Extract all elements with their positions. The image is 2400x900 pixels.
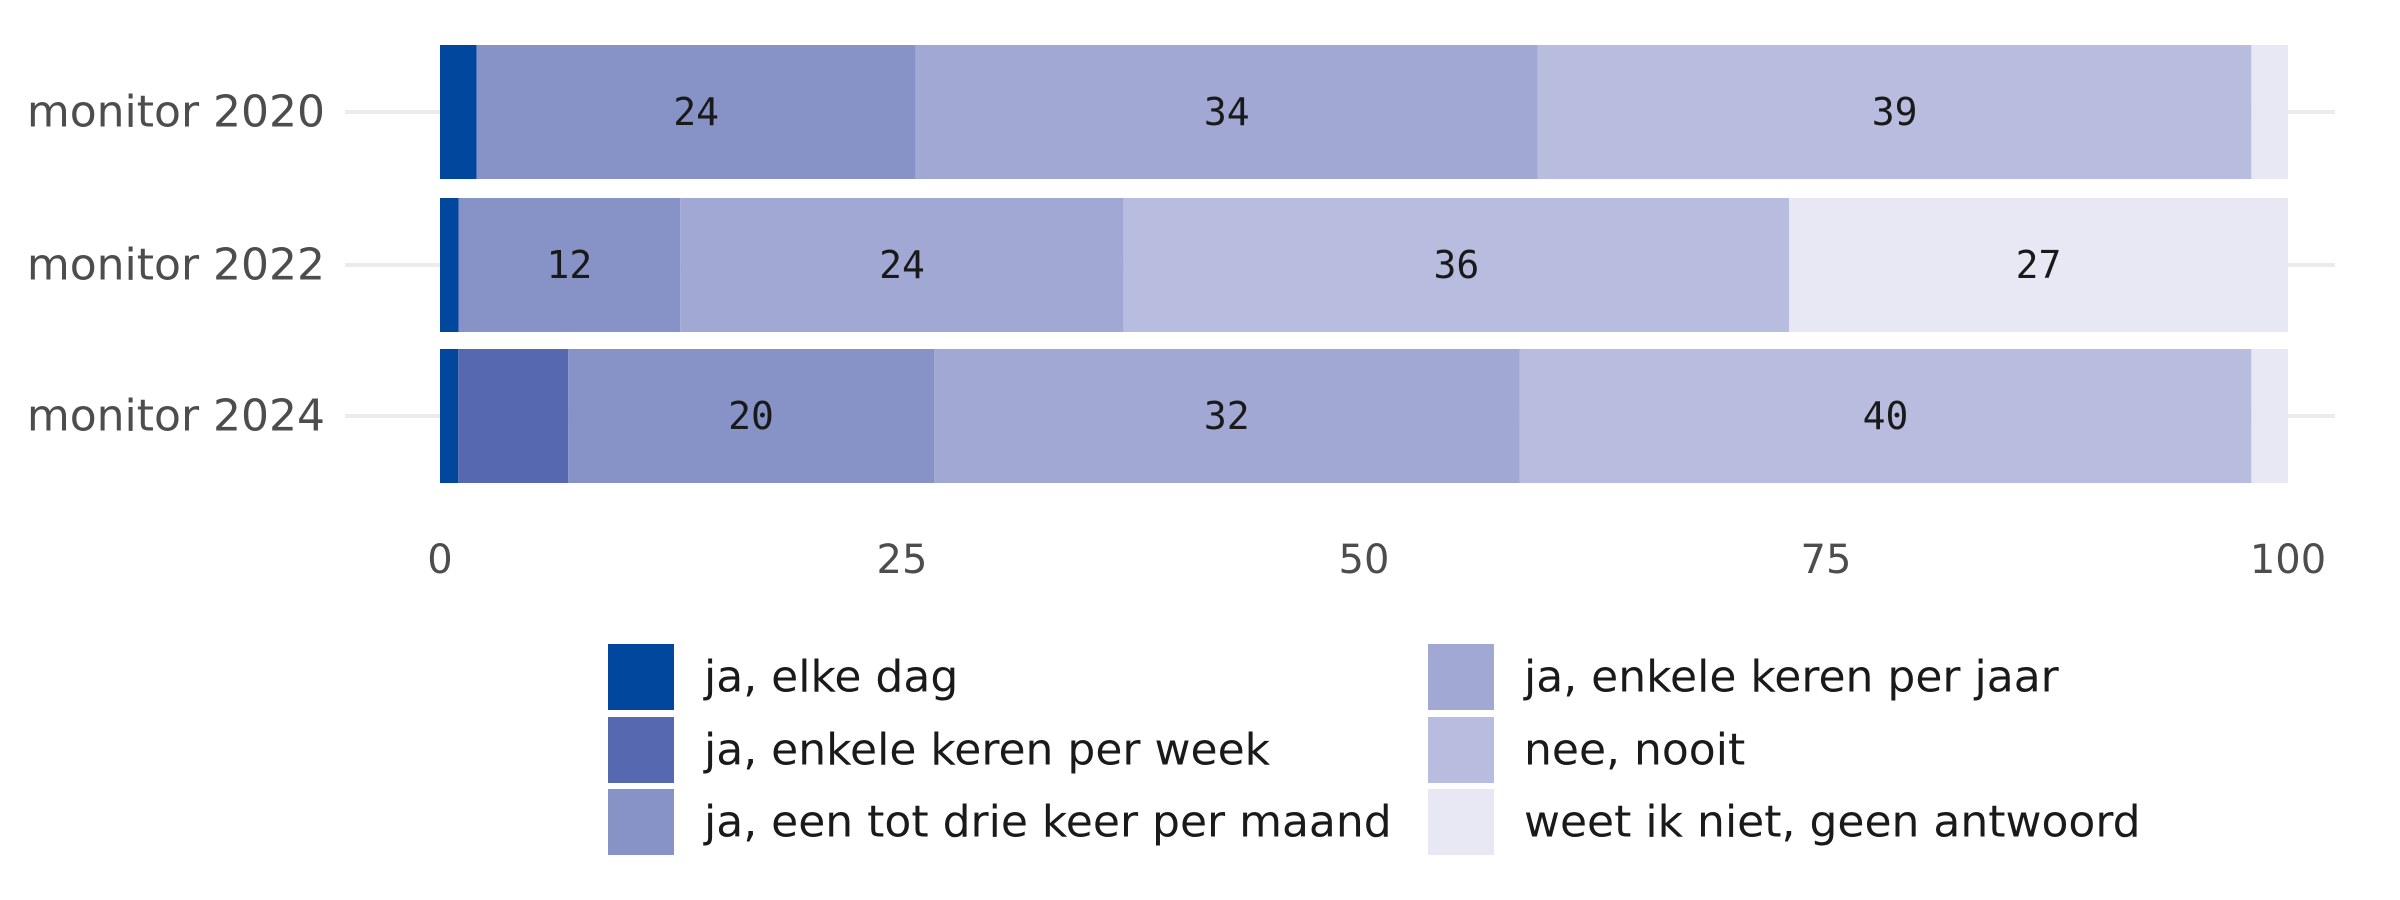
bar-segment-monitor-2022-ja-elke-dag <box>440 198 459 332</box>
bar-segment-monitor-2020-weet-ik-niet-geen-antwoord <box>2251 45 2288 179</box>
category-label-monitor-2022: monitor 2022 <box>27 240 325 291</box>
bar-segment-monitor-2020-ja-elke-dag <box>440 45 477 179</box>
data-label-monitor-2022-weet-ik-niet-geen-antwoord: 27 <box>2016 243 2062 287</box>
bar-segment-monitor-2024-weet-ik-niet-geen-antwoord <box>2251 349 2288 483</box>
bar-segment-monitor-2024-nee-nooit <box>1519 349 2252 483</box>
data-label-monitor-2024-nee-nooit: 40 <box>1863 394 1909 438</box>
bar-segment-monitor-2022-ja-enkele-keren-per-jaar <box>680 198 1124 332</box>
tick-label-50: 50 <box>1339 537 1390 583</box>
legend-swatch-ja-enkele-keren-per-jaar <box>1428 644 1494 710</box>
data-label-monitor-2022-ja-een-tot-drie-keer-per-maand: 12 <box>546 243 592 287</box>
bar-segment-monitor-2024-ja-enkele-keren-per-jaar <box>934 349 1520 483</box>
tick-label-0: 0 <box>427 537 452 583</box>
legend-swatch-ja-een-tot-drie-keer-per-maand <box>608 789 674 855</box>
bars <box>440 45 2288 483</box>
tick-label-25: 25 <box>877 537 928 583</box>
legend-label-ja-een-tot-drie-keer-per-maand: ja, een tot drie keer per maand <box>703 797 1392 848</box>
data-label-monitor-2022-ja-enkele-keren-per-jaar: 24 <box>879 243 925 287</box>
data-label-monitor-2024-ja-enkele-keren-per-jaar: 32 <box>1204 394 1250 438</box>
bar-segment-monitor-2020-ja-enkele-keren-per-jaar <box>915 45 1538 179</box>
value-axis-tick-labels: 0 25 50 75 100 <box>427 537 2326 583</box>
legend-swatch-nee-nooit <box>1428 717 1494 783</box>
legend-swatch-ja-elke-dag <box>608 644 674 710</box>
legend-swatch-weet-ik-niet-geen-antwoord <box>1428 789 1494 855</box>
data-label-monitor-2024-ja-een-tot-drie-keer-per-maand: 20 <box>728 394 774 438</box>
category-label-monitor-2020: monitor 2020 <box>27 87 325 138</box>
tick-label-100: 100 <box>2250 537 2326 583</box>
data-label-monitor-2022-nee-nooit: 36 <box>1434 243 1480 287</box>
bar-segment-monitor-2024-ja-enkele-keren-per-week <box>458 349 569 483</box>
legend-label-ja-enkele-keren-per-week: ja, enkele keren per week <box>703 725 1271 776</box>
bar-segment-monitor-2020-ja-een-tot-drie-keer-per-maand <box>476 45 916 179</box>
bar-segment-monitor-2022-weet-ik-niet-geen-antwoord <box>1789 198 2288 332</box>
legend-swatch-ja-enkele-keren-per-week <box>608 717 674 783</box>
bar-segment-monitor-2022-ja-een-tot-drie-keer-per-maand <box>458 198 681 332</box>
bar-segment-monitor-2024-ja-elke-dag <box>440 349 459 483</box>
data-label-monitor-2020-ja-enkele-keren-per-jaar: 34 <box>1204 90 1250 134</box>
bar-segment-monitor-2022-nee-nooit <box>1123 198 1790 332</box>
bar-segment-monitor-2020-nee-nooit <box>1537 45 2252 179</box>
tick-label-75: 75 <box>1801 537 1852 583</box>
legend-label-ja-enkele-keren-per-jaar: ja, enkele keren per jaar <box>1523 652 2060 703</box>
legend-label-ja-elke-dag: ja, elke dag <box>703 652 958 703</box>
legend-label-nee-nooit: nee, nooit <box>1524 725 1745 776</box>
category-axis-labels: monitor 2020 monitor 2022 monitor 2024 <box>27 87 325 442</box>
legend-label-weet-ik-niet-geen-antwoord: weet ik niet, geen antwoord <box>1524 797 2141 848</box>
data-labels: 24 34 39 12 24 36 27 20 32 40 <box>546 90 2061 438</box>
category-label-monitor-2024: monitor 2024 <box>27 391 325 442</box>
data-label-monitor-2020-nee-nooit: 39 <box>1872 90 1918 134</box>
legend: ja, elke dag ja, enkele keren per week ja,… <box>608 644 2141 855</box>
bar-segment-monitor-2024-ja-een-tot-drie-keer-per-maand <box>568 349 935 483</box>
data-label-monitor-2020-ja-een-tot-drie-keer-per-maand: 24 <box>673 90 719 134</box>
